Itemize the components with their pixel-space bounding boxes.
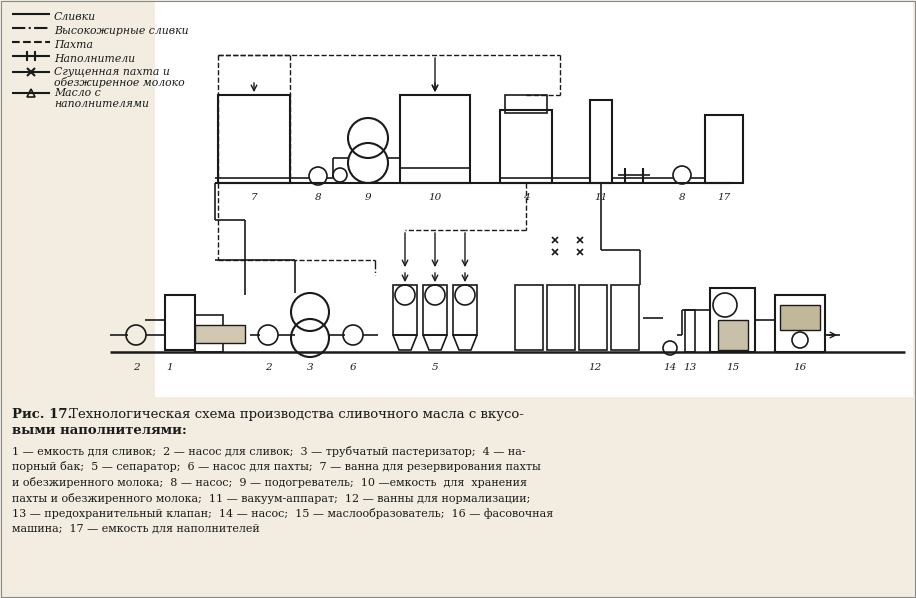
Bar — [155, 2, 913, 397]
Bar — [500, 110, 552, 183]
Bar — [505, 95, 547, 113]
Text: 13 — предохранительный клапан;  14 — насос;  15 — маслообразователь;  16 — фасов: 13 — предохранительный клапан; 14 — насо… — [12, 508, 553, 519]
Bar — [515, 285, 543, 350]
Text: 8: 8 — [315, 193, 322, 202]
Text: 2: 2 — [133, 363, 139, 372]
Text: и обезжиренного молока;  8 — насос;  9 — подогреватель;  10 —емкость  для  хране: и обезжиренного молока; 8 — насос; 9 — п… — [12, 477, 527, 488]
Text: 5: 5 — [431, 363, 439, 372]
Bar — [400, 95, 470, 183]
Bar — [165, 295, 195, 350]
Bar — [195, 325, 245, 343]
Text: Масло с: Масло с — [54, 88, 101, 98]
Text: 3: 3 — [307, 363, 313, 372]
Text: 11: 11 — [594, 193, 607, 202]
Text: 2: 2 — [265, 363, 271, 372]
Text: 17: 17 — [717, 193, 731, 202]
Text: 16: 16 — [793, 363, 807, 372]
Text: выми наполнителями:: выми наполнителями: — [12, 424, 187, 437]
Text: 13: 13 — [683, 363, 697, 372]
Bar — [718, 320, 748, 350]
Text: Сгущенная пахта и: Сгущенная пахта и — [54, 67, 169, 77]
Bar — [611, 285, 639, 350]
Text: 8: 8 — [679, 193, 685, 202]
Text: Высокожирные сливки: Высокожирные сливки — [54, 26, 189, 36]
Text: 1 — емкость для сливок;  2 — насос для сливок;  3 — трубчатый пастеризатор;  4 —: 1 — емкость для сливок; 2 — насос для сл… — [12, 446, 526, 457]
Text: 7: 7 — [251, 193, 257, 202]
Bar — [705, 115, 743, 183]
Text: 15: 15 — [726, 363, 739, 372]
Text: 14: 14 — [663, 363, 677, 372]
Text: пахты и обезжиренного молока;  11 — вакуум-аппарат;  12 — ванны для нормализации: пахты и обезжиренного молока; 11 — вакуу… — [12, 493, 530, 504]
Bar — [590, 100, 612, 183]
Text: Сливки: Сливки — [54, 12, 96, 22]
Bar — [423, 285, 447, 335]
Text: машина;  17 — емкость для наполнителей: машина; 17 — емкость для наполнителей — [12, 523, 260, 533]
Text: 10: 10 — [429, 193, 442, 202]
Bar — [710, 288, 755, 352]
Text: порный бак;  5 — сепаратор;  6 — насос для пахты;  7 — ванна для резервирования : порный бак; 5 — сепаратор; 6 — насос для… — [12, 462, 540, 472]
Bar — [453, 285, 477, 335]
Bar — [685, 310, 695, 352]
Text: 12: 12 — [588, 363, 602, 372]
Bar — [547, 285, 575, 350]
Bar — [775, 295, 825, 352]
Text: Рис. 17.: Рис. 17. — [12, 408, 72, 421]
Bar — [218, 95, 290, 183]
Text: 6: 6 — [350, 363, 356, 372]
Text: Пахта: Пахта — [54, 40, 93, 50]
Bar — [393, 285, 417, 335]
Text: наполнителями: наполнителями — [54, 99, 149, 109]
Text: 9: 9 — [365, 193, 371, 202]
Text: 4: 4 — [523, 193, 529, 202]
Text: 1: 1 — [167, 363, 173, 372]
Text: Технологическая схема производства сливочного масла с вкусо-: Технологическая схема производства сливо… — [65, 408, 524, 421]
Text: обезжиренное молоко: обезжиренное молоко — [54, 78, 185, 89]
Bar — [780, 305, 820, 330]
Bar — [195, 315, 223, 352]
Text: Наполнители: Наполнители — [54, 54, 136, 64]
Bar — [579, 285, 607, 350]
